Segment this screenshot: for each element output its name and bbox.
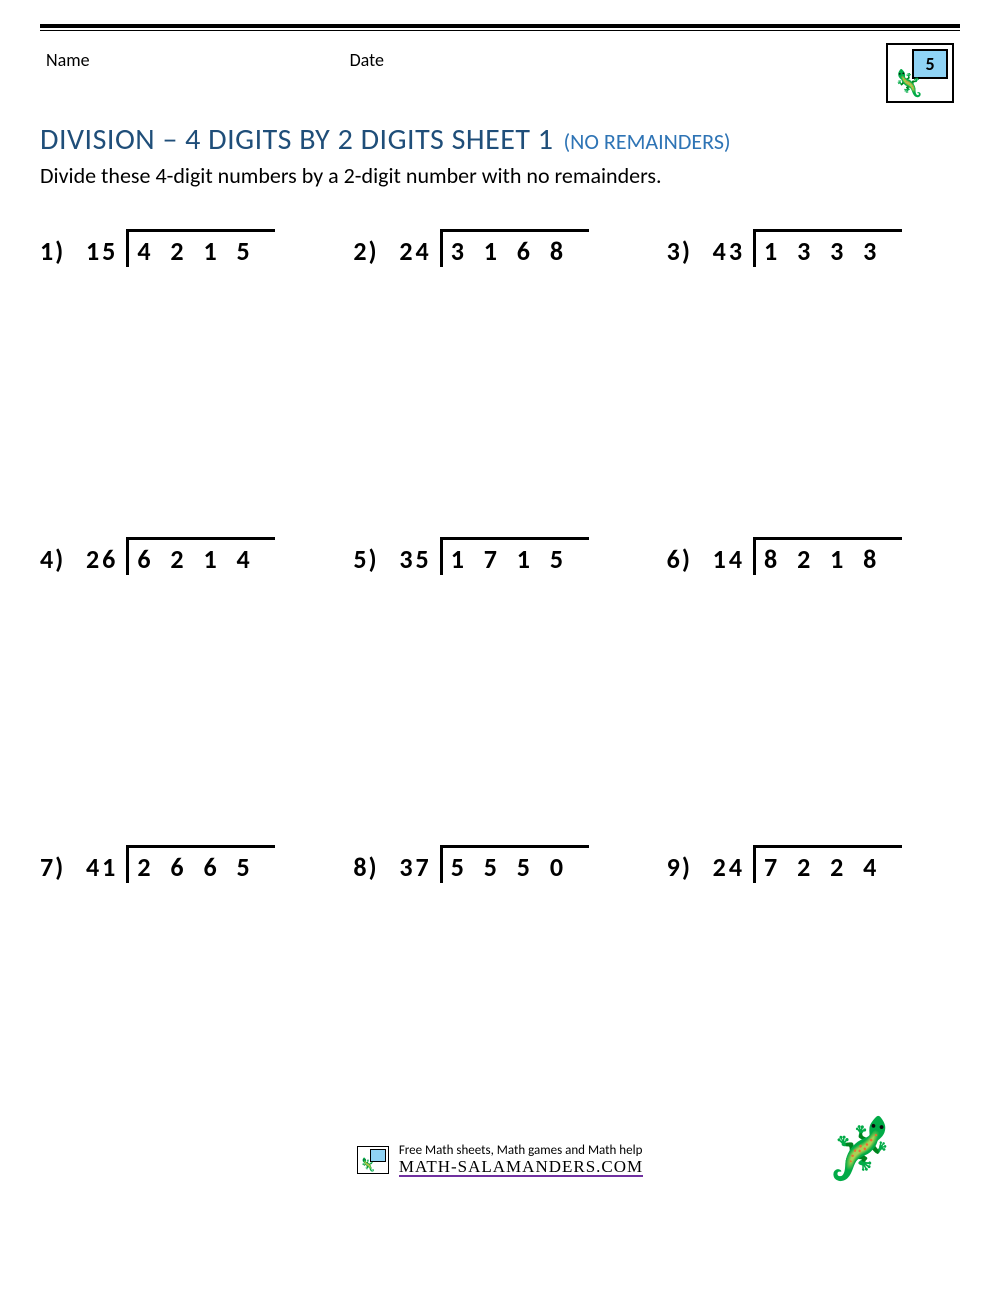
divisor: 35 xyxy=(399,537,439,575)
problem-number: 6) xyxy=(667,537,713,575)
top-rule-thick xyxy=(40,24,960,28)
divisor: 37 xyxy=(399,845,439,883)
division-problem: 4)266 2 1 4 xyxy=(40,537,333,575)
header-row: Name Date 5 🦎 xyxy=(40,45,960,103)
worksheet-page: Name Date 5 🦎 DIVISION – 4 DIGITS BY 2 D… xyxy=(0,0,1000,1199)
problem-number: 9) xyxy=(667,845,713,883)
dividend: 5 5 5 0 xyxy=(440,845,589,883)
name-label: Name xyxy=(46,49,90,71)
problems-grid: 1)154 2 1 52)243 1 6 83)431 3 3 34)266 2… xyxy=(40,229,960,883)
lizard-icon: 🦎 xyxy=(825,1113,900,1186)
division-problem: 5)351 7 1 5 xyxy=(353,537,646,575)
divisor: 24 xyxy=(713,845,753,883)
divisor: 43 xyxy=(713,229,753,267)
title-row: DIVISION – 4 DIGITS BY 2 DIGITS SHEET 1 … xyxy=(40,121,960,158)
dividend: 4 2 1 5 xyxy=(126,229,275,267)
dividend: 7 2 2 4 xyxy=(753,845,902,883)
division-problem: 8)375 5 5 0 xyxy=(353,845,646,883)
salamander-icon: 🦎 xyxy=(892,67,924,99)
footer: 🦎 🦎 Free Math sheets, Math games and Mat… xyxy=(40,1143,960,1179)
divisor: 15 xyxy=(86,229,126,267)
division-problem: 9)247 2 2 4 xyxy=(667,845,960,883)
division-problem: 3)431 3 3 3 xyxy=(667,229,960,267)
divisor: 24 xyxy=(399,229,439,267)
dividend: 2 6 6 5 xyxy=(126,845,275,883)
page-title: DIVISION – 4 DIGITS BY 2 DIGITS SHEET 1 xyxy=(40,121,554,158)
problem-number: 5) xyxy=(353,537,399,575)
divisor: 14 xyxy=(713,537,753,575)
problem-number: 8) xyxy=(353,845,399,883)
divisor: 41 xyxy=(86,845,126,883)
grade-badge: 5 🦎 xyxy=(886,43,954,103)
footer-badge-icon: 🦎 xyxy=(357,1146,389,1174)
top-rule-thin xyxy=(40,30,960,31)
problem-number: 2) xyxy=(353,229,399,267)
dividend: 8 2 1 8 xyxy=(753,537,902,575)
dividend: 6 2 1 4 xyxy=(126,537,275,575)
division-problem: 1)154 2 1 5 xyxy=(40,229,333,267)
footer-site: MATH-SALAMANDERS.COM xyxy=(399,1158,643,1177)
division-problem: 2)243 1 6 8 xyxy=(353,229,646,267)
division-problem: 7)412 6 6 5 xyxy=(40,845,333,883)
problem-number: 4) xyxy=(40,537,86,575)
dividend: 1 7 1 5 xyxy=(440,537,589,575)
dividend: 1 3 3 3 xyxy=(753,229,902,267)
dividend: 3 1 6 8 xyxy=(440,229,589,267)
date-label: Date xyxy=(350,49,384,71)
footer-tagline: Free Math sheets, Math games and Math he… xyxy=(399,1143,643,1158)
problem-number: 3) xyxy=(667,229,713,267)
division-problem: 6)148 2 1 8 xyxy=(667,537,960,575)
problem-number: 7) xyxy=(40,845,86,883)
instructions: Divide these 4-digit numbers by a 2-digi… xyxy=(40,162,960,189)
divisor: 26 xyxy=(86,537,126,575)
problem-number: 1) xyxy=(40,229,86,267)
page-subtitle: (NO REMAINDERS) xyxy=(564,128,731,155)
